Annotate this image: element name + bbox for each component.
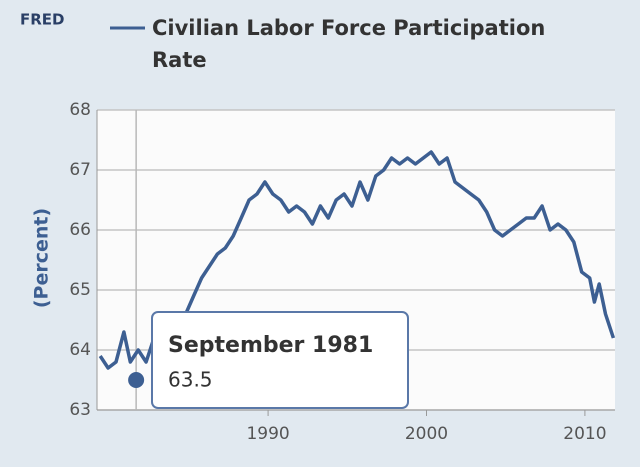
highlight-point [128, 372, 145, 388]
x-tick-label: 2000 [405, 424, 448, 444]
tooltip-title: September 1981 [168, 333, 373, 358]
tooltip [151, 311, 409, 409]
y-axis-label: (Percent) [31, 208, 53, 308]
y-tick-label: 67 [69, 160, 91, 180]
brand: FRED [20, 11, 65, 29]
x-tick-label: 1990 [246, 424, 289, 444]
y-tick-label: 68 [69, 100, 91, 120]
y-tick-label: 64 [69, 340, 91, 360]
legend-entry: Civilian Labor Force Participation Rate [152, 16, 546, 72]
x-tick-label: 2010 [563, 424, 606, 444]
y-tick-label: 65 [69, 280, 91, 300]
tooltip-value: 63.5 [168, 368, 213, 392]
y-tick-label: 66 [69, 220, 91, 240]
y-tick-label: 63 [69, 400, 91, 420]
